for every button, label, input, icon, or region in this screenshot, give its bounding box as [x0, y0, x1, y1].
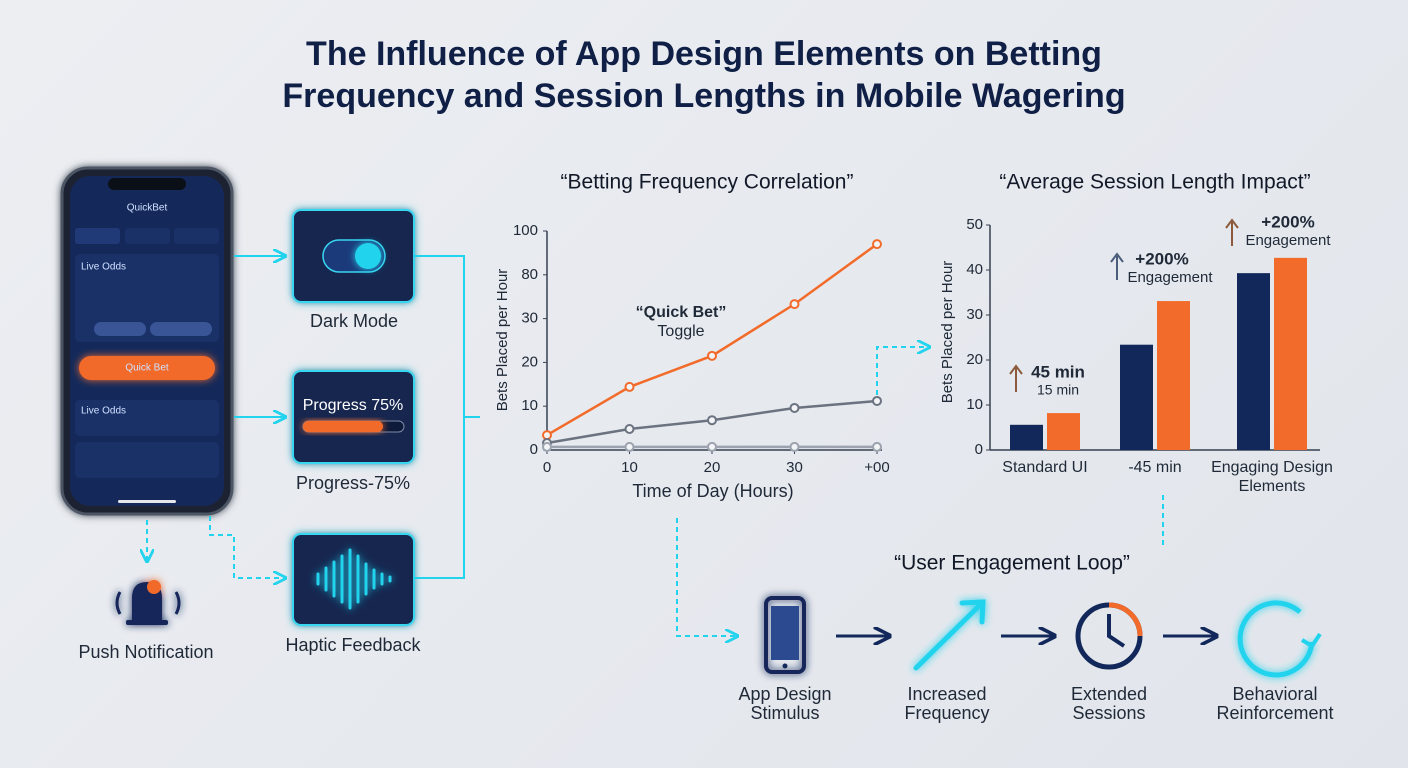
engagement-loop: “User Engagement Loop” [764, 552, 1322, 678]
data-point [624, 381, 635, 392]
x-tick-label-box: -45 min [1128, 459, 1182, 476]
feature-label: Dark Mode [310, 311, 398, 331]
x-tick-label: 0 [543, 459, 551, 476]
annotation: “Quick Bet” [636, 304, 727, 321]
chart-title: “Average Session Length Impact” [999, 171, 1310, 194]
loop-step-label: Behavioral [1232, 684, 1317, 704]
phone-row: Live Odds [81, 262, 126, 273]
bar [1120, 344, 1153, 450]
loop-title: “User Engagement Loop” [894, 552, 1130, 575]
feature-label: Progress-75% [296, 473, 410, 493]
data-point [789, 441, 800, 452]
y-tick-label: 100 [513, 222, 538, 239]
annotation: +200% [1261, 212, 1314, 231]
data-point [707, 441, 717, 452]
feature-label: Push Notification [78, 642, 213, 662]
y-tick-label: 20 [521, 353, 538, 370]
loop-step-label: Frequency [904, 703, 989, 723]
data-point [624, 441, 635, 452]
bar [1010, 424, 1043, 450]
feature-label: Haptic Feedback [285, 635, 421, 655]
y-tick-label: 20 [966, 351, 983, 368]
annotation: +200% [1135, 249, 1188, 268]
chart-title: “Betting Frequency Correlation” [561, 171, 854, 194]
loop-step-label: Sessions [1072, 703, 1145, 723]
title-line: The Influence of App Design Elements on … [306, 35, 1102, 73]
data-point [707, 415, 717, 426]
bar [1047, 413, 1080, 450]
y-tick-label: 0 [530, 441, 538, 458]
annotation: Engagement [1127, 269, 1213, 286]
phone-button[interactable]: Quick Bet [125, 363, 169, 374]
features: Dark Mode Progress 75% Progress-75% Hapt… [78, 209, 422, 662]
annotation: 45 min [1031, 362, 1085, 381]
y-tick-label: 10 [966, 396, 983, 413]
x-tick-label: 20 [704, 459, 721, 476]
x-tick-label: -45 min [1128, 459, 1182, 476]
x-tick-label: +00 [864, 459, 889, 476]
connectors [147, 256, 1164, 636]
data-point [624, 423, 635, 434]
y-tick-label: 40 [966, 261, 983, 278]
y-tick-label: 80 [521, 266, 538, 283]
x-tick-label-box: Standard UI [1002, 459, 1088, 476]
loop-step-label: Stimulus [750, 703, 819, 723]
data-point [542, 441, 552, 452]
y-axis-label: Bets Placed per Hour [494, 269, 511, 412]
x-tick-label: 10 [621, 459, 638, 476]
progress-label: Progress 75% [303, 397, 404, 414]
annotation-arrows [1009, 218, 1239, 392]
app-name: QuickBet [127, 203, 168, 214]
y-tick-label: 30 [966, 306, 983, 323]
loop-step-label: Reinforcement [1216, 703, 1333, 723]
annotation: Toggle [657, 323, 704, 340]
loop-step-label: App Design [738, 684, 831, 704]
x-tick-label: 30 [786, 459, 803, 476]
bar [1237, 273, 1270, 450]
y-tick-label: 30 [521, 310, 538, 327]
loop-step-label: Extended [1071, 684, 1147, 704]
title-line: Frequency and Session Lengths in Mobile … [282, 77, 1125, 115]
bar [1274, 257, 1307, 450]
data-point [789, 402, 800, 413]
phone: QuickBet Live Odds Quick Bet Live Odds [60, 166, 234, 516]
annotation: 15 min [1037, 382, 1079, 398]
data-point [789, 299, 800, 310]
y-axis-label: Bets Placed per Hour [939, 261, 956, 404]
data-point [872, 239, 882, 250]
loop-step-label: Increased [907, 684, 986, 704]
data-point [872, 441, 882, 452]
data-point [542, 430, 552, 441]
y-tick-label: 0 [975, 441, 983, 458]
x-axis-label: Time of Day (Hours) [632, 481, 793, 501]
y-tick-label: 50 [966, 216, 983, 233]
phone-row: Live Odds [81, 406, 126, 417]
y-tick-label: 10 [521, 397, 538, 414]
data-point [707, 350, 717, 361]
annotation: Engagement [1245, 232, 1331, 249]
data-point [872, 395, 882, 406]
series-line [546, 243, 878, 437]
x-tick-label: Standard UI [1002, 459, 1088, 476]
x-tick-label-box: Engaging Design Elements [1211, 459, 1333, 495]
bar [1157, 301, 1190, 450]
x-tick-label: Engaging Design Elements [1211, 459, 1333, 495]
